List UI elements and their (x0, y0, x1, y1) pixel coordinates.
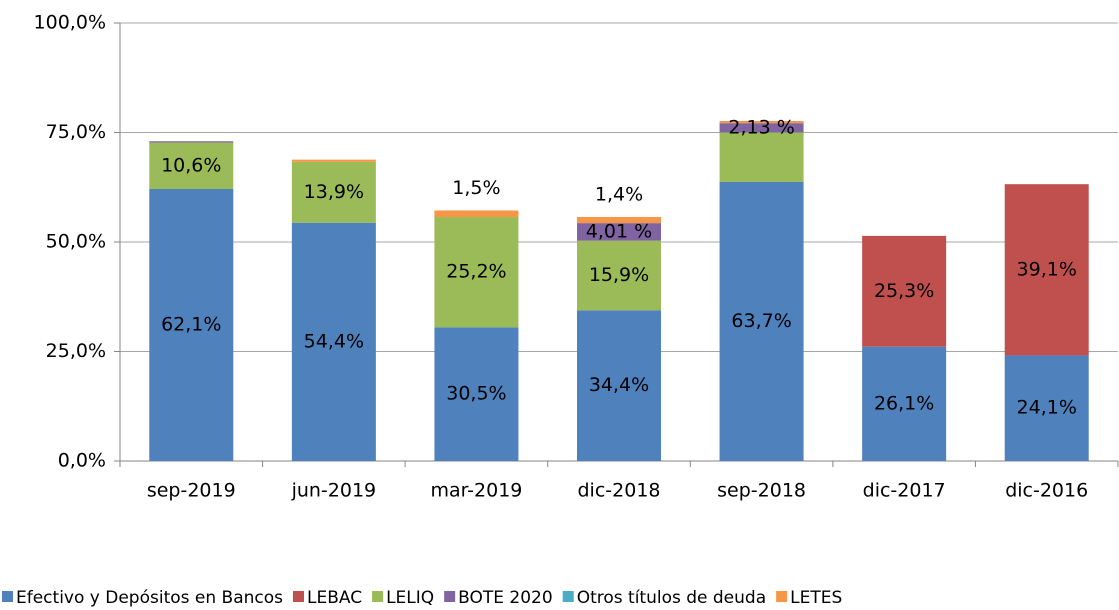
data-label: 10,6% (161, 154, 221, 176)
bar-segment (1004, 355, 1089, 461)
data-label: 4,01 % (586, 220, 652, 242)
legend-label: LELIQ (386, 588, 434, 608)
bar-segment (291, 161, 376, 223)
y-tick-label: 75,0% (46, 121, 106, 143)
bar-segment (149, 141, 234, 143)
bar-segment (862, 346, 947, 461)
data-label: 15,9% (589, 264, 649, 286)
data-label: 1,4% (595, 183, 643, 205)
y-tick-label: 0,0% (58, 450, 106, 472)
x-tick-label: dic-2016 (1005, 480, 1088, 502)
bar-segment (577, 216, 661, 224)
bar-segment (434, 327, 519, 461)
legend-swatch (776, 591, 788, 602)
legend-label: BOTE 2020 (458, 588, 553, 608)
x-tick-label: sep-2019 (147, 480, 236, 502)
bar-segment (862, 235, 947, 347)
y-tick-label: 50,0% (46, 231, 106, 253)
bar-segment (149, 142, 234, 190)
bar-segment (291, 159, 376, 162)
data-label: 25,2% (446, 261, 506, 283)
data-label: 1,5% (452, 177, 500, 199)
x-tick-label: sep-2018 (717, 480, 806, 502)
data-label: 30,5% (446, 383, 506, 405)
bar-segment (434, 217, 519, 328)
data-label: 13,9% (304, 181, 364, 203)
data-label: 63,7% (731, 310, 791, 332)
bar-segment (719, 181, 804, 461)
legend-swatch (372, 591, 384, 602)
data-label: 34,4% (589, 374, 649, 396)
data-label: 2,13 % (728, 116, 794, 138)
bar-segment (577, 223, 661, 241)
data-label: 26,1% (874, 392, 934, 414)
x-tick-label: dic-2018 (578, 480, 661, 502)
data-label: 62,1% (161, 314, 221, 336)
legend-label: LEBAC (307, 588, 362, 608)
bar-segment (719, 132, 804, 182)
data-label: 25,3% (874, 280, 934, 302)
bar-segment (577, 310, 661, 461)
y-tick-label: 100,0% (34, 12, 106, 34)
x-tick-label: mar-2019 (430, 480, 522, 502)
bar-segment (291, 222, 376, 461)
bar-segment (719, 120, 804, 124)
bar-segment (149, 189, 234, 461)
legend-label: Otros títulos de deuda (577, 588, 766, 608)
bar-segment (1004, 184, 1089, 356)
bar-segment (434, 210, 519, 218)
y-tick-label: 25,0% (46, 340, 106, 362)
x-tick-label: dic-2017 (863, 480, 946, 502)
legend-swatch (293, 591, 304, 602)
data-label: 24,1% (1017, 397, 1077, 419)
legend-swatch (2, 591, 13, 602)
legend-swatch (562, 591, 574, 602)
legend-swatch (444, 591, 456, 602)
bar-segment (719, 123, 804, 133)
bar-segment (577, 240, 661, 311)
data-label: 54,4% (304, 330, 364, 352)
x-tick-label: jun-2019 (291, 480, 377, 502)
data-label: 39,1% (1017, 258, 1077, 280)
legend-label: Efectivo y Depósitos en Bancos (16, 588, 283, 608)
legend-label: LETES (790, 588, 842, 608)
